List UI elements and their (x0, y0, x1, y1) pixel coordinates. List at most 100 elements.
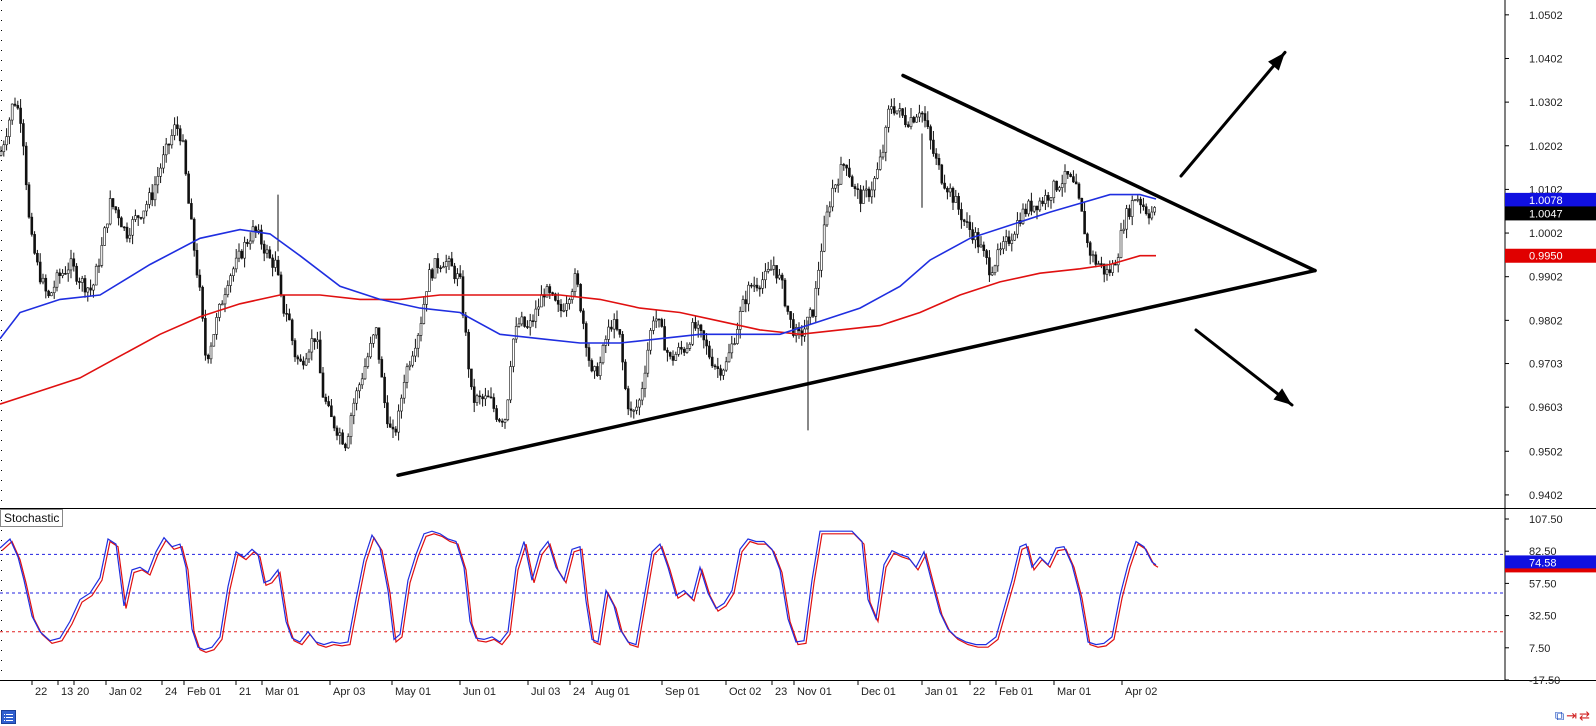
candle-body (327, 401, 330, 407)
candle-body (635, 406, 638, 411)
time-tick-label: 13 (61, 686, 73, 698)
candle-body (926, 120, 930, 127)
candle-body (178, 128, 182, 142)
candle-body (117, 209, 120, 219)
time-tick-label: Jun 01 (463, 686, 496, 698)
candle-body (240, 250, 244, 259)
time-tick-label: 24 (165, 686, 177, 698)
candle-body (979, 244, 983, 248)
candle-body (153, 184, 157, 201)
stochastic-indicator-label[interactable]: Stochastic (0, 509, 64, 527)
time-tick-label: 20 (77, 686, 89, 698)
candle-body (92, 284, 95, 291)
candle-body (108, 198, 112, 225)
candle-body (996, 249, 1000, 267)
candle-body (1102, 263, 1106, 275)
candle-body (1058, 187, 1061, 191)
candle-body (954, 196, 958, 203)
candle-body (752, 284, 756, 287)
candle-body (472, 386, 476, 403)
time-tick-label: May 01 (395, 686, 431, 698)
candle-body (873, 177, 876, 191)
candle-body (794, 327, 798, 336)
candle-body (330, 405, 333, 418)
candle-body (1027, 200, 1030, 215)
candle-body (1091, 254, 1095, 257)
candle-body (509, 366, 512, 401)
candle-body (251, 226, 255, 242)
candle-body (576, 273, 580, 285)
candle-body (1080, 197, 1084, 212)
candle-body (789, 311, 792, 320)
candle-body (775, 265, 778, 279)
candle-body (758, 287, 762, 290)
candle-body (892, 106, 896, 114)
candle-body (369, 343, 372, 358)
candle-body (276, 259, 280, 276)
candle-body (324, 396, 328, 402)
price-tick-label: 0.9402 (1529, 490, 1563, 502)
price-tag-red (1505, 248, 1596, 263)
candle-body (540, 294, 543, 308)
candle-body (500, 420, 504, 423)
candle-body (260, 229, 263, 245)
candle-body (976, 232, 980, 248)
candle-body (1055, 180, 1058, 191)
candle-body (688, 343, 692, 349)
candle-body (1002, 241, 1005, 250)
candle-body (400, 397, 403, 412)
candle-body (86, 287, 90, 293)
candle-body (1119, 230, 1123, 258)
arrows-icon[interactable]: ⇥⇄ (1566, 709, 1592, 724)
candle-body (730, 343, 734, 354)
candle-body (136, 215, 140, 218)
candle-body (780, 274, 784, 281)
time-tick-label: Dec 01 (861, 686, 896, 698)
candle-body (842, 164, 846, 166)
candle-body (937, 157, 941, 166)
candle-body (850, 176, 854, 187)
candle-body (187, 173, 190, 204)
candle-body (114, 206, 118, 211)
candle-body (237, 250, 241, 259)
candle-body (1100, 263, 1103, 265)
candle-body (162, 154, 165, 169)
candle-body (671, 356, 675, 361)
candle-body (142, 210, 146, 219)
candle-body (836, 183, 840, 186)
candle-body (1060, 183, 1064, 188)
candle-body (232, 268, 235, 276)
candle-body (380, 359, 384, 378)
candle-body (0, 151, 3, 156)
candle-body (811, 309, 815, 317)
lower-trendline (396, 268, 1317, 478)
candle-body (366, 356, 370, 367)
candle-body (416, 335, 420, 349)
link-icon[interactable]: ⧉ (1554, 709, 1567, 724)
stoch-signal-line (1, 533, 1159, 653)
stochastic-panel (0, 530, 1505, 653)
candle-body (598, 362, 602, 376)
time-tick-label: Jan 01 (925, 686, 958, 698)
candle-body (195, 250, 199, 276)
time-tick-label: Oct 02 (729, 686, 761, 698)
candle-body (1063, 171, 1067, 185)
candle-body (265, 249, 269, 254)
candle-body (83, 278, 87, 293)
candle-body (30, 216, 34, 235)
candle-body (453, 265, 456, 280)
candle-body (72, 258, 76, 267)
menu-icon[interactable] (1, 710, 16, 724)
candle-body (565, 303, 568, 311)
candle-body (461, 276, 465, 316)
candle-body (503, 419, 507, 423)
candle-body (1030, 200, 1033, 212)
candle-body (290, 319, 294, 341)
candle-body (243, 241, 246, 259)
stoch-signal-tag (1505, 567, 1596, 573)
candle-body (929, 126, 932, 141)
candle-body (1108, 269, 1112, 273)
candle-body (909, 117, 913, 127)
candle-body (24, 145, 28, 186)
candle-body (248, 240, 252, 245)
